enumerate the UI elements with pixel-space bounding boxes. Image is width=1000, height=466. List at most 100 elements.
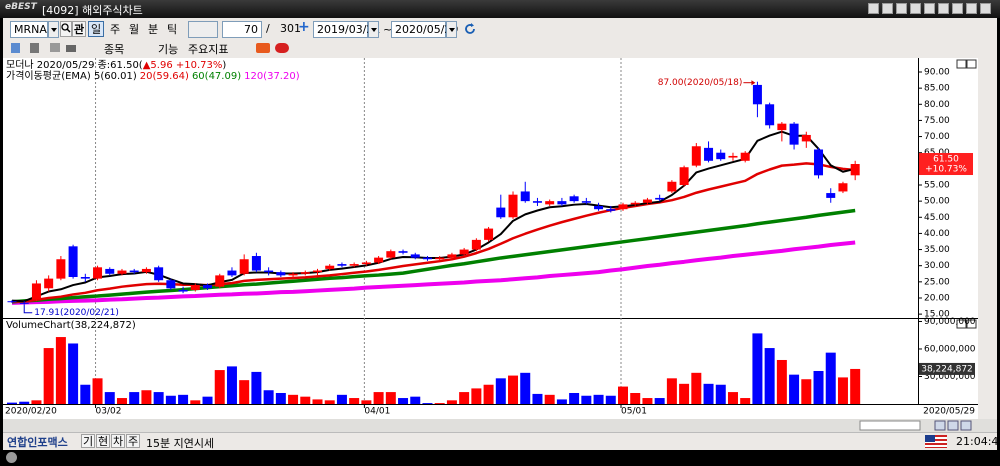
high-arrowhead [751, 80, 756, 86]
refresh-icon[interactable] [463, 22, 477, 36]
legend-entry: 60(47.09) [191, 71, 242, 82]
window-button[interactable] [910, 3, 921, 14]
panel-button[interactable] [956, 319, 967, 329]
side-strip [978, 58, 997, 419]
y-tick-label: 30,000,000 [924, 372, 976, 382]
volume-bar [740, 398, 751, 404]
window-button[interactable] [952, 3, 963, 14]
volume-bar [569, 392, 580, 404]
legend-entry: 20(59.64) [139, 71, 189, 82]
candle-body [447, 254, 457, 258]
x-tick-label: 03/02 [96, 407, 122, 417]
x-tick-label: 05/01 [621, 407, 647, 417]
volume-bar [226, 366, 237, 404]
status-button[interactable]: 주 [126, 434, 140, 448]
volume-bar [373, 392, 384, 404]
zoom-button[interactable] [934, 420, 946, 431]
y-tick-label: 45.00 [924, 213, 950, 223]
tool-icons[interactable] [10, 41, 80, 55]
candle-body [141, 268, 151, 273]
symbol-input[interactable]: MRNA [10, 21, 48, 38]
menu[interactable]: 기능 [158, 43, 179, 56]
volume-bar [679, 383, 690, 404]
zoom-button[interactable] [947, 420, 959, 431]
symbol-dropdown[interactable] [48, 21, 59, 38]
window-button[interactable] [868, 3, 879, 14]
ema-line [12, 162, 856, 303]
candle-body [691, 146, 701, 166]
status-button[interactable]: 차 [111, 434, 125, 448]
y-tick-label: 70.00 [924, 132, 950, 142]
window-button[interactable] [938, 3, 949, 14]
candle-body [484, 228, 494, 240]
unit-select[interactable] [188, 21, 218, 38]
candle-body [7, 301, 17, 303]
count-input[interactable]: 70 [222, 21, 262, 38]
candle-body [215, 275, 225, 287]
menu[interactable]: 종목 [104, 43, 125, 56]
window-button[interactable] [966, 3, 977, 14]
title-bar: eBEST [4092] 해외주식차트 [0, 0, 1000, 18]
quote-paren: ) [222, 60, 227, 71]
quote: 2020/05/29 종:61.50( [36, 60, 143, 71]
panel-button[interactable] [956, 59, 967, 69]
candle-body [154, 267, 164, 281]
menu[interactable]: 주요지표 [188, 43, 229, 56]
window-button[interactable] [924, 3, 935, 14]
candle-body [532, 201, 542, 203]
period-tab[interactable]: 일 [88, 21, 104, 37]
period-tab[interactable]: 틱 [166, 23, 178, 36]
candle-body [300, 272, 310, 274]
panel-button[interactable] [966, 319, 977, 329]
start-date-dropdown[interactable] [368, 21, 379, 38]
volume-bar [434, 403, 445, 404]
window-button[interactable] [980, 3, 991, 14]
volume-bar [850, 368, 861, 404]
volume-bar [165, 395, 176, 404]
volume-bar [214, 370, 225, 404]
start-date[interactable]: 2019/03/21 [313, 21, 380, 38]
y-tick-label: 15.00 [924, 310, 950, 320]
range-separator: ~ [383, 23, 393, 36]
search-button[interactable] [60, 21, 72, 37]
end-date-dropdown[interactable] [446, 21, 457, 38]
candle-body [471, 239, 481, 250]
candle-body [44, 278, 54, 289]
window-button[interactable] [896, 3, 907, 14]
price-header: 모더나 2020/05/29 종:61.50(▲5.96 +10.73%) 가격… [6, 60, 303, 82]
volume-bar [202, 396, 213, 404]
code-tab[interactable]: 관 [72, 21, 86, 37]
volume-bar [300, 396, 311, 404]
period-tab[interactable]: 분 [147, 23, 159, 36]
volume-bar [544, 394, 555, 404]
period-tab[interactable]: 주 [109, 23, 121, 36]
period-tab[interactable]: 월 [128, 23, 140, 36]
scroll-thumb[interactable] [859, 420, 921, 431]
candle-body [313, 270, 322, 273]
candle-body [129, 270, 139, 273]
zoom-button[interactable] [960, 420, 972, 431]
status-button[interactable]: 기 [81, 434, 95, 448]
candle-body [117, 270, 127, 274]
panel-button[interactable] [966, 59, 977, 69]
extra-icons[interactable] [255, 41, 295, 55]
candle-body [557, 201, 567, 205]
scrollbar[interactable] [3, 419, 997, 432]
candle-body [264, 270, 274, 273]
candle-body [105, 268, 115, 274]
status-button[interactable]: 현 [96, 434, 110, 448]
volume-bar [764, 348, 775, 404]
add-icon[interactable]: + [298, 19, 310, 35]
candle-body [422, 257, 432, 260]
volume-bar [55, 337, 66, 404]
candle-body [203, 285, 213, 289]
candle-body [68, 246, 78, 278]
candle-body [594, 205, 604, 210]
delay-note: 15분 지연시세 [146, 437, 215, 450]
volume-title: VolumeChart(38,224,872) [6, 320, 136, 331]
window-button[interactable] [882, 3, 893, 14]
volume-bar [801, 379, 812, 404]
candle-body [630, 202, 640, 205]
end-date[interactable]: 2020/05/29 [391, 21, 458, 38]
